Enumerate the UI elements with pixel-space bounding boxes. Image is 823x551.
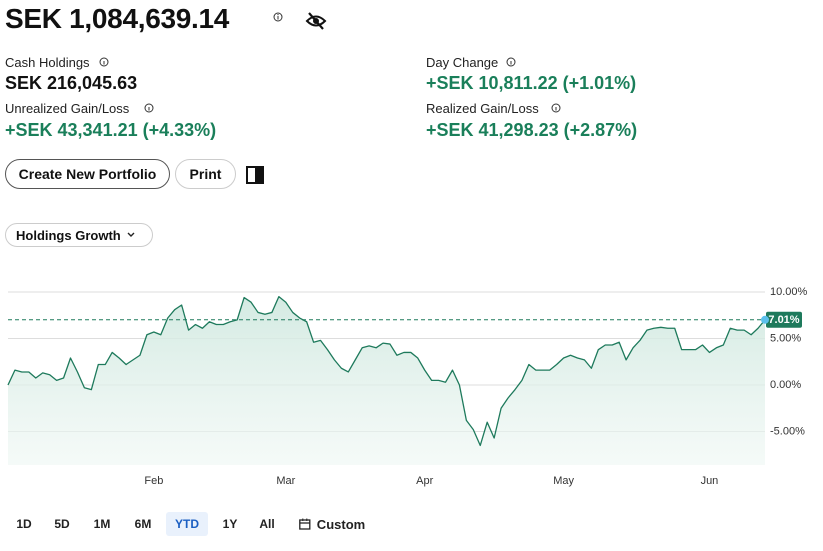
view-dropdown[interactable]: Holdings Growth <box>5 223 153 247</box>
range-label: 1M <box>93 517 111 531</box>
range-label: 5D <box>54 517 70 531</box>
range-label: Custom <box>316 516 366 532</box>
metric-value: SEK 216,045.63 <box>5 73 138 93</box>
range-button[interactable]: Custom <box>290 512 374 536</box>
y-tick-label: -5.00% <box>770 425 805 437</box>
create-portfolio-button[interactable]: Create New Portfolio <box>5 159 170 189</box>
range-button[interactable]: All <box>250 512 283 536</box>
range-button[interactable]: 1M <box>85 512 120 536</box>
line <box>7 295 766 447</box>
info-icon[interactable] <box>506 57 516 67</box>
info-icon[interactable] <box>551 103 561 113</box>
metric-label: Cash Holdings <box>5 55 90 70</box>
y-tick-label: 0.00% <box>770 379 801 391</box>
last-point <box>761 315 769 324</box>
x-tick-label: Feb <box>144 475 163 487</box>
metric-label: Realized Gain/Loss <box>426 101 539 116</box>
range-button[interactable]: 6M <box>126 512 161 536</box>
x-tick-label: Apr <box>416 475 433 487</box>
range-label: All <box>259 517 275 531</box>
range-label: 1D <box>16 517 32 531</box>
metric-label: Day Change <box>426 55 499 70</box>
range-label: 6M <box>134 517 152 531</box>
calendar-icon <box>299 518 311 530</box>
x-tick-label: Jun <box>701 475 719 487</box>
area <box>8 296 765 465</box>
range-button[interactable]: 5D <box>45 512 78 536</box>
metric-value: +SEK 43,341.21 (+4.33%) <box>5 120 217 140</box>
metric-value: +SEK 41,298.23 (+2.87%) <box>426 120 638 140</box>
x-tick-label: Mar <box>276 475 295 487</box>
metric-value: +SEK 10,811.22 (+1.01%) <box>426 73 637 93</box>
range-button[interactable]: 1Y <box>214 512 247 536</box>
range-label: YTD <box>175 517 199 531</box>
panel-toggle-icon[interactable] <box>246 166 264 184</box>
range-label: 1Y <box>222 517 238 531</box>
chevron-icon <box>127 232 135 237</box>
dropdown-label: Holdings Growth <box>16 227 121 243</box>
y-tick-label: 10.00% <box>770 286 808 298</box>
print-button[interactable]: Print <box>175 159 236 189</box>
info-icon[interactable] <box>99 57 109 67</box>
info-icon[interactable] <box>273 12 283 22</box>
metric-label: Unrealized Gain/Loss <box>5 101 130 116</box>
reference-tag <box>766 311 802 328</box>
info-icon[interactable] <box>144 103 154 113</box>
y-tick-label: 5.00% <box>770 332 801 344</box>
range-button[interactable]: YTD <box>166 512 208 536</box>
range-button[interactable]: 1D <box>7 512 40 536</box>
hide-balance-icon[interactable] <box>305 11 327 31</box>
x-tick-label: May <box>553 475 574 487</box>
reference-label: 7.01% <box>768 314 799 326</box>
portfolio-total: SEK 1,084,639.14 <box>5 3 230 34</box>
